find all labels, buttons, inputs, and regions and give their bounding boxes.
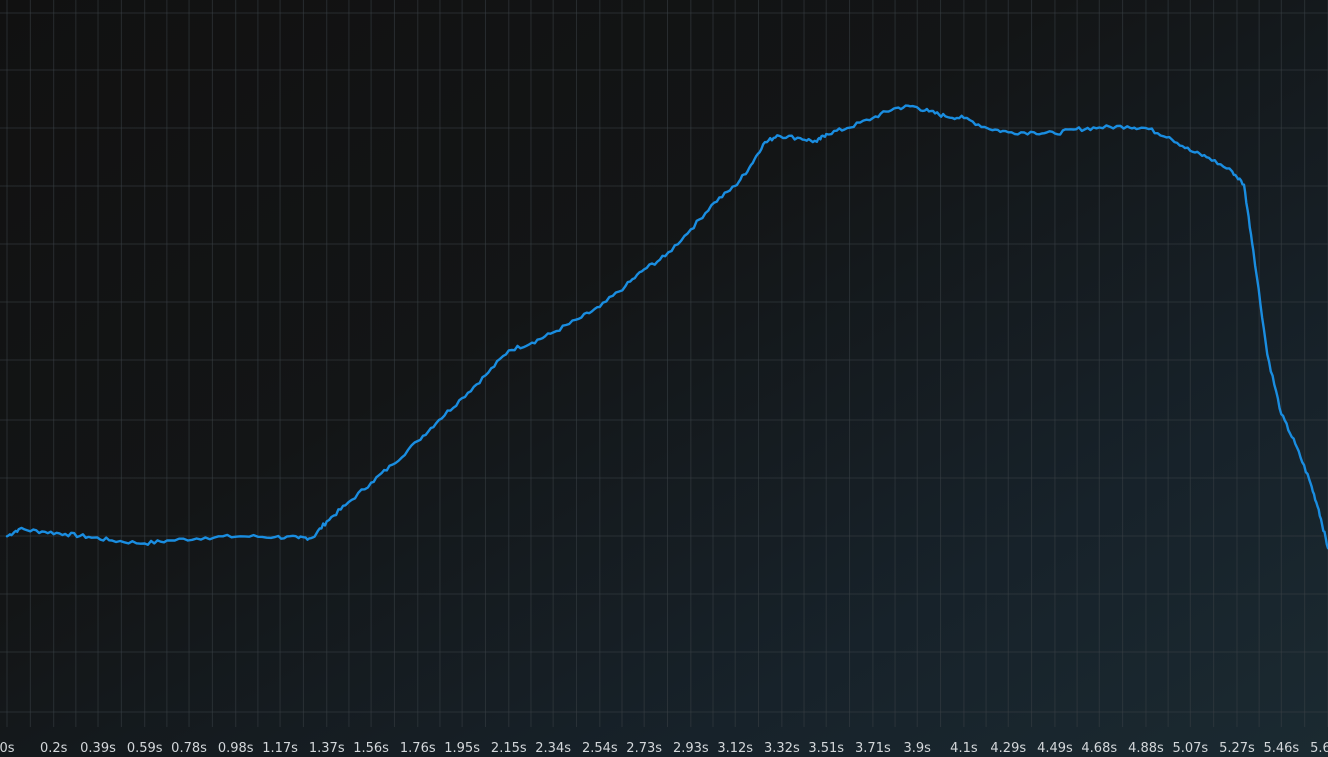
vertical-gridlines	[6, 0, 1328, 727]
x-tick-label: 3.32s	[764, 741, 800, 756]
x-tick-label: 1.95s	[444, 741, 480, 756]
x-tick-label: 0s	[0, 741, 15, 756]
x-tick-label: 2.93s	[673, 741, 709, 756]
x-tick-label: 3.9s	[904, 741, 932, 756]
x-tick-label: 1.37s	[309, 741, 345, 756]
series-layer	[5, 104, 1328, 550]
x-tick-label: 2.34s	[535, 741, 571, 756]
x-tick-label: 3.71s	[855, 741, 891, 756]
x-tick-label: 3.12s	[717, 741, 753, 756]
x-axis-tick-labels: 0s 0.2s 0.39s 0.59s 0.78s 0.98s 1.17s 1.37s 1.56…	[0, 741, 1328, 756]
x-tick-label: 0.78s	[171, 741, 207, 756]
x-tick-label: 2.73s	[626, 741, 662, 756]
x-tick-label: 4.1s	[950, 741, 978, 756]
x-tick-label: 4.88s	[1128, 741, 1164, 756]
x-tick-label: 4.49s	[1037, 741, 1073, 756]
x-tick-label: 5.46s	[1263, 741, 1299, 756]
x-tick-label: 2.15s	[491, 741, 527, 756]
x-tick-label: 4.29s	[990, 741, 1026, 756]
x-tick-label: 1.17s	[262, 741, 298, 756]
x-tick-label: 5.66s	[1310, 741, 1328, 756]
x-tick-label: 1.76s	[400, 741, 436, 756]
x-tick-label: 4.68s	[1081, 741, 1117, 756]
x-tick-label: 0.98s	[218, 741, 254, 756]
x-tick-label: 5.07s	[1172, 741, 1208, 756]
series-line-0	[5, 104, 1328, 550]
x-tick-label: 2.54s	[582, 741, 618, 756]
horizontal-gridlines	[0, 12, 1328, 713]
x-tick-label: 0.39s	[80, 741, 116, 756]
x-tick-label: 0.59s	[127, 741, 163, 756]
x-tick-label: 3.51s	[808, 741, 844, 756]
x-tick-label: 1.56s	[353, 741, 389, 756]
x-tick-label: 0.2s	[40, 741, 68, 756]
x-tick-label: 5.27s	[1219, 741, 1255, 756]
